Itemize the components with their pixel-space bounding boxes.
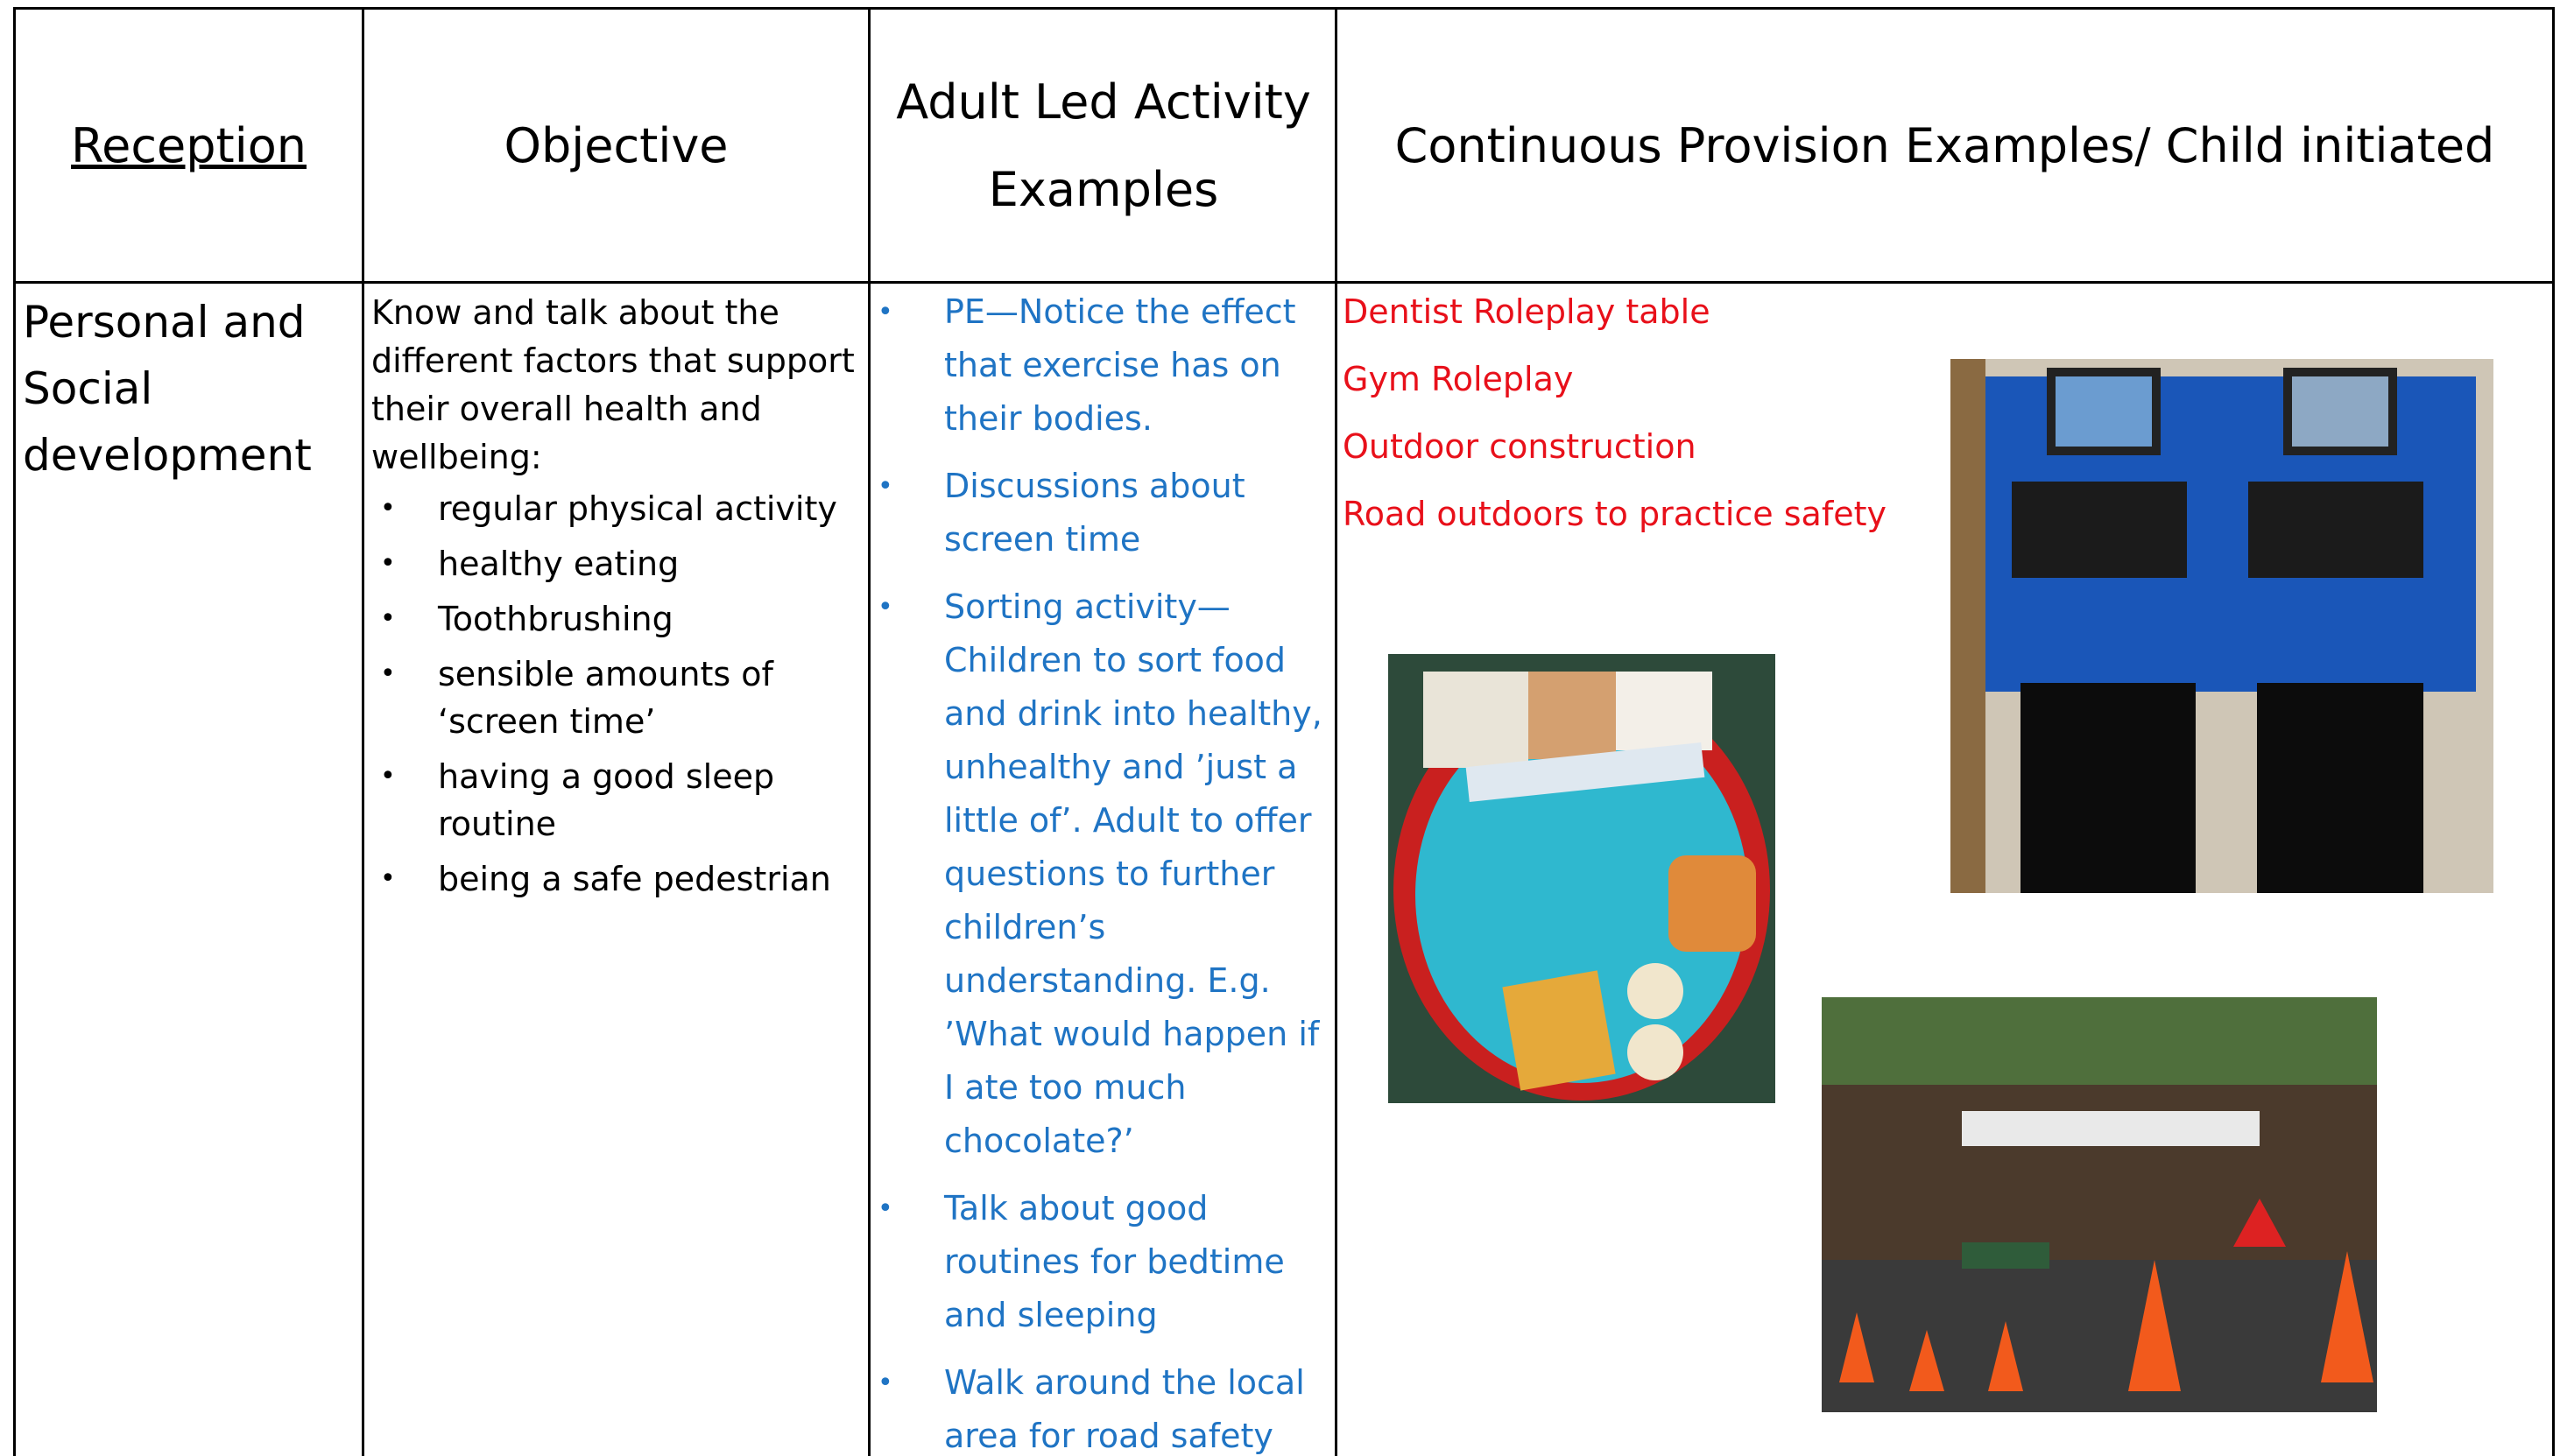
column-divider xyxy=(2552,8,2555,1456)
gym-photo xyxy=(1950,359,2493,893)
provision-list: Dentist Roleplay table Gym Roleplay Outdoo… xyxy=(1343,278,1956,548)
column-divider xyxy=(362,8,364,1456)
column-divider xyxy=(13,8,16,1456)
column-divider xyxy=(868,8,871,1456)
provision-item: Outdoor construction xyxy=(1343,427,1696,466)
adult-led-cell: PE—Notice the effect that exercise has o… xyxy=(872,285,1332,1456)
activity-item: Discussions about screen time xyxy=(872,460,1332,566)
area-title: Personal and Social development xyxy=(23,297,312,481)
objective-item: regular physical activity xyxy=(371,485,862,532)
activity-item: Walk around the local area for road safe… xyxy=(872,1356,1332,1456)
header-cell: Objective xyxy=(504,118,729,173)
activity-item: Talk about good routines for bedtime and… xyxy=(872,1182,1332,1342)
objective-item: sensible amounts of ‘screen time’ xyxy=(371,651,862,745)
objective-item: having a good sleep routine xyxy=(371,753,862,848)
provision-item: Dentist Roleplay table xyxy=(1343,292,1710,331)
header-cell: Continuous Provision Examples/ Child ini… xyxy=(1394,118,2495,173)
objective-intro: Know and talk about the different factor… xyxy=(371,293,855,476)
provision-cell: Dentist Roleplay table Gym Roleplay Outdoo… xyxy=(1343,278,1956,548)
objective-item: healthy eating xyxy=(371,540,862,587)
header-cell: Reception xyxy=(71,118,307,173)
dentist-photo xyxy=(1388,654,1775,1103)
construction-photo xyxy=(1822,997,2377,1412)
activity-item: PE—Notice the effect that exercise has o… xyxy=(872,285,1332,446)
objective-cell: Know and talk about the different factor… xyxy=(371,289,862,911)
header-cell: Adult Led Activity Examples xyxy=(896,74,1311,217)
objective-list: regular physical activity healthy eating T… xyxy=(371,485,862,903)
provision-item: Road outdoors to practice safety xyxy=(1343,495,1887,533)
column-divider xyxy=(1335,8,1337,1456)
row-divider xyxy=(13,281,2555,284)
activity-list: PE—Notice the effect that exercise has o… xyxy=(872,285,1332,1456)
activity-item: Sorting activity—Children to sort food a… xyxy=(872,580,1332,1168)
objective-item: Toothbrushing xyxy=(371,595,862,643)
table-border xyxy=(13,7,2555,10)
provision-item: Gym Roleplay xyxy=(1343,360,1574,398)
objective-item: being a safe pedestrian xyxy=(371,855,862,903)
